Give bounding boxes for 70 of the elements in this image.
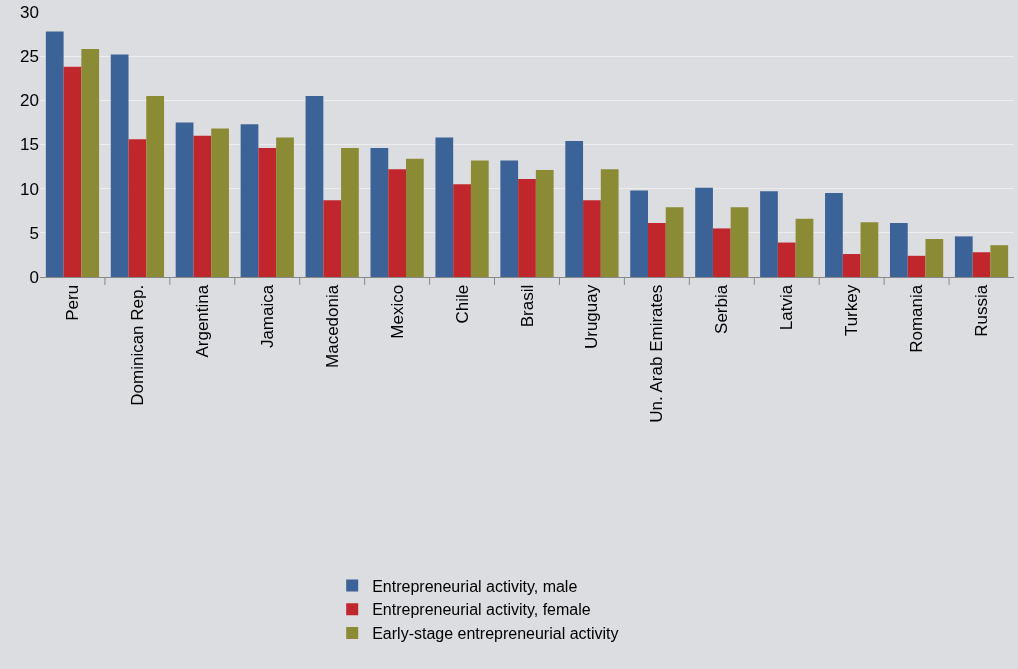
bar [518, 178, 536, 277]
bar [535, 170, 554, 277]
bar [600, 169, 619, 277]
bar [276, 137, 294, 277]
x-tick-label: Romania [907, 284, 927, 353]
bar [907, 255, 926, 277]
x-tick-label: Turkey [842, 284, 862, 337]
x-tick-label: Un. Arab Emirates [647, 284, 667, 423]
legend-label: Early-stage entrepreneurial activity [372, 625, 619, 643]
bar [323, 200, 342, 277]
bar [110, 54, 129, 277]
bar [889, 223, 908, 277]
y-tick-label: 0 [29, 267, 39, 287]
bar [925, 239, 944, 277]
bar [990, 245, 1009, 277]
bar [630, 190, 648, 277]
x-tick-label: Latvia [777, 284, 797, 331]
bar [647, 223, 666, 277]
y-tick-label: 25 [20, 47, 39, 67]
x-tick-label: Peru [63, 284, 82, 321]
bar [435, 137, 454, 277]
bar [860, 222, 879, 277]
bar [972, 252, 991, 277]
bar [258, 148, 277, 277]
bar [825, 193, 843, 277]
bar [583, 200, 601, 277]
x-tick-label: Mexico [387, 284, 407, 339]
bar [565, 140, 584, 277]
x-tick-label: Jamaica [257, 284, 277, 349]
bar [777, 242, 796, 277]
bar [370, 148, 389, 277]
bar [730, 207, 749, 277]
bar [211, 128, 229, 277]
bar [341, 148, 359, 277]
bar [500, 160, 519, 277]
bar [193, 135, 212, 277]
x-tick-label: Macedonia [322, 284, 342, 368]
x-tick-label: Russia [972, 284, 992, 337]
bar [842, 254, 861, 277]
bar [63, 66, 82, 277]
bar [388, 169, 407, 277]
x-tick-label: Brasil [517, 284, 537, 328]
bar [954, 236, 973, 277]
bar [712, 228, 731, 277]
legend-label: Entrepreneurial activity, male [372, 577, 578, 595]
bar [146, 95, 165, 277]
x-tick-label: Chile [452, 284, 472, 324]
bar [795, 218, 814, 277]
y-tick-label: 20 [20, 91, 39, 111]
bar [175, 122, 194, 277]
x-tick-label: Serbia [712, 284, 732, 334]
bar [453, 184, 471, 277]
bar [305, 95, 324, 277]
bar [470, 160, 489, 277]
bar [128, 139, 147, 277]
y-tick-label: 30 [20, 2, 39, 22]
legend-label: Entrepreneurial activity, female [372, 601, 591, 619]
bar [695, 187, 713, 277]
bar [406, 158, 424, 277]
bar [81, 49, 100, 277]
bar [45, 31, 64, 277]
y-tick-label: 15 [20, 135, 39, 155]
bar [760, 191, 778, 277]
bar [240, 124, 259, 277]
x-tick-label: Argentina [192, 284, 212, 358]
y-tick-label: 5 [29, 223, 39, 243]
x-tick-label: Dominican Rep. [127, 284, 147, 406]
x-tick-label: Uruguay [582, 284, 602, 350]
y-tick-label: 10 [20, 179, 39, 199]
bar [665, 207, 684, 277]
